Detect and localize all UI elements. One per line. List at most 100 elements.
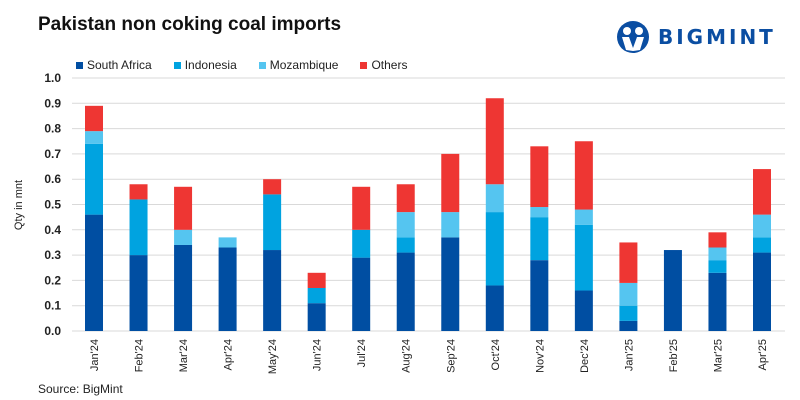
bar-segment-mozambique — [619, 282, 638, 306]
legend-item: Mozambique — [258, 58, 339, 72]
bigmint-logo: BIGMINT — [616, 20, 776, 54]
bar-segment-south-africa — [753, 252, 771, 331]
bar-segment-south-africa — [485, 285, 504, 331]
bar-segment-mozambique — [574, 209, 593, 225]
legend-swatch — [76, 61, 83, 69]
y-tick-label: 0.0 — [44, 324, 61, 338]
x-tick-label: Jan'24 — [89, 339, 101, 371]
x-tick-label: Dec'24 — [579, 339, 591, 373]
bar-segment-mozambique — [218, 237, 237, 248]
bar-segment-others — [263, 179, 282, 195]
x-tick-label: Jan'25 — [623, 339, 635, 371]
bar-segment-mozambique — [441, 212, 460, 238]
y-tick-label: 0.6 — [44, 172, 61, 186]
x-tick-label: Mar'25 — [712, 339, 724, 372]
bar-segment-indonesia — [619, 305, 638, 321]
bar-segment-others — [530, 146, 549, 208]
x-tick-label: Aug'24 — [401, 339, 413, 373]
y-tick-label: 0.3 — [44, 248, 61, 262]
bar-segment-indonesia — [263, 194, 282, 251]
bar-segment-others — [485, 98, 504, 185]
x-tick-label: Feb'25 — [668, 339, 680, 372]
bar-segment-others — [85, 105, 103, 132]
y-tick-label: 0.2 — [44, 273, 61, 287]
bar-segment-south-africa — [663, 250, 682, 331]
bar-segment-indonesia — [753, 237, 771, 253]
bar-segment-indonesia — [530, 217, 549, 261]
bar-segment-others — [753, 169, 771, 215]
legend-swatch — [258, 61, 266, 69]
bigmint-logo-text: BIGMINT — [658, 25, 776, 49]
legend-label: Mozambique — [269, 58, 339, 72]
bar-segment-others — [574, 141, 593, 210]
bar-segment-mozambique — [174, 229, 193, 245]
bar-segment-indonesia — [307, 287, 326, 304]
bar-segment-others — [708, 232, 727, 248]
y-tick-label: 0.9 — [44, 96, 61, 110]
bar-segment-others — [307, 272, 326, 288]
bar-segment-mozambique — [708, 247, 727, 261]
y-tick-label: 0.8 — [44, 122, 61, 136]
legend-label: Indonesia — [184, 58, 237, 72]
bar-segment-south-africa — [574, 290, 593, 331]
legend-swatch — [173, 61, 181, 69]
bar-segment-south-africa — [129, 255, 148, 331]
legend-item: Others — [360, 58, 407, 72]
y-tick-label: 0.4 — [44, 223, 61, 237]
bar-segment-others — [174, 186, 193, 230]
x-tick-label: Sep'24 — [445, 339, 457, 373]
x-tick-label: Mar'24 — [178, 339, 190, 372]
source-note: Source: BigMint — [38, 382, 123, 396]
legend-swatch — [360, 61, 368, 69]
bar-segment-mozambique — [85, 131, 103, 144]
bar-segment-south-africa — [619, 320, 638, 331]
bar-segment-mozambique — [485, 184, 504, 213]
bar-segment-indonesia — [708, 260, 727, 273]
legend-item: Indonesia — [173, 58, 237, 72]
x-tick-label: Oct'24 — [490, 339, 502, 370]
bar-segment-south-africa — [307, 303, 326, 331]
legend-item: South Africa — [76, 58, 152, 72]
bar-segment-south-africa — [441, 237, 460, 331]
bar-segment-indonesia — [352, 229, 371, 258]
bar-segment-indonesia — [85, 143, 103, 215]
legend-label: Others — [371, 58, 408, 72]
x-tick-label: Feb'24 — [134, 339, 146, 372]
bar-segment-south-africa — [174, 244, 193, 331]
legend: South Africa Indonesia Mozambique Others — [76, 58, 429, 72]
x-tick-label: Apr'24 — [223, 339, 235, 370]
bar-segment-south-africa — [263, 250, 282, 331]
y-tick-label: 0.7 — [44, 147, 61, 161]
bar-segment-south-africa — [85, 214, 103, 331]
x-tick-label: Jul'24 — [356, 339, 368, 367]
bar-segment-others — [129, 184, 148, 200]
y-tick-label: 0.5 — [44, 198, 61, 212]
bar-segment-south-africa — [352, 257, 371, 331]
bar-segment-mozambique — [396, 212, 415, 238]
bar-segment-others — [619, 242, 638, 283]
legend-label: South Africa — [87, 58, 152, 72]
bar-segment-mozambique — [753, 214, 771, 238]
x-tick-label: Jun'24 — [312, 339, 324, 371]
bar-segment-indonesia — [574, 224, 593, 291]
x-tick-label: May'24 — [267, 339, 279, 374]
bar-segment-indonesia — [396, 237, 415, 253]
y-axis-label: Qty in mnt — [13, 180, 25, 230]
y-tick-label: 0.1 — [44, 299, 61, 313]
bar-segment-south-africa — [218, 247, 237, 331]
x-tick-label: Nov'24 — [534, 339, 546, 373]
bar-segment-south-africa — [530, 260, 549, 331]
bar-segment-indonesia — [485, 212, 504, 286]
x-tick-label: Apr'25 — [757, 339, 769, 370]
bar-segment-others — [396, 184, 415, 213]
bigmint-logo-icon — [617, 21, 649, 53]
bar-segment-south-africa — [708, 272, 727, 331]
bar-segment-indonesia — [129, 199, 148, 256]
chart-title: Pakistan non coking coal imports — [38, 14, 342, 35]
bar-segment-others — [441, 153, 460, 213]
bar-segment-others — [352, 186, 371, 230]
bar-segment-mozambique — [530, 207, 549, 218]
bar-segment-south-africa — [396, 252, 415, 331]
y-tick-label: 1.0 — [44, 71, 61, 85]
